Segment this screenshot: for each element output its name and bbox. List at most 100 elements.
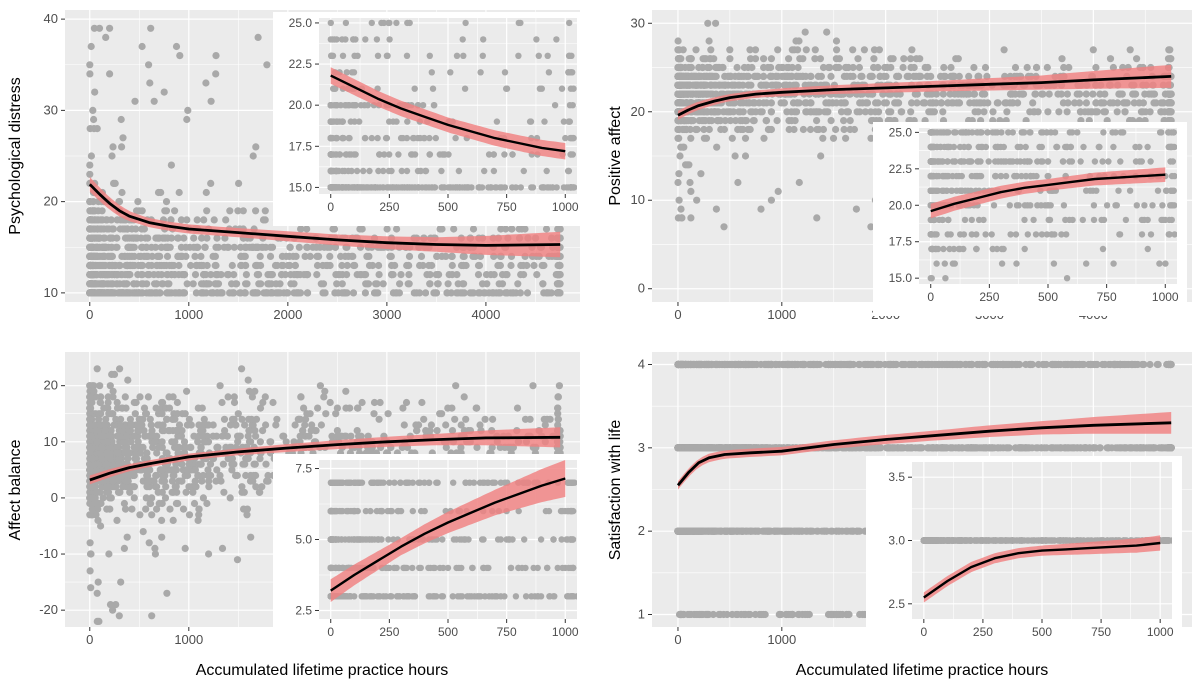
- posaff-main-point: [811, 55, 818, 62]
- affbal-main-point: [159, 438, 166, 445]
- posaff-main-point: [687, 91, 694, 98]
- posaff-main-point: [712, 64, 719, 71]
- psych-main-point: [183, 216, 190, 223]
- psych-main-point: [106, 235, 113, 242]
- psych-inset-point: [412, 184, 418, 190]
- posaff-inset-point: [1083, 260, 1089, 266]
- posaff-main-point: [774, 46, 781, 53]
- posaff-main-point: [734, 64, 741, 71]
- posaff-main-point: [857, 73, 864, 80]
- posaff-main-point: [689, 82, 696, 89]
- psych-inset-point: [447, 69, 453, 75]
- posaff-main-point: [833, 46, 840, 53]
- posaff-main-point: [813, 126, 820, 133]
- affbal-main-point: [117, 579, 124, 586]
- psych-inset-point: [328, 53, 334, 59]
- posaff-main-point: [714, 117, 721, 124]
- posaff-inset-point: [980, 217, 986, 223]
- posaff-main-point: [676, 197, 683, 204]
- panel-positive-affect: 010002000300040000102030Positive affect0…: [607, 10, 1192, 322]
- posaff-main-point: [768, 108, 775, 115]
- psych-main-point: [178, 253, 185, 260]
- psych-main-point: [508, 225, 515, 232]
- posaff-inset-point: [993, 144, 999, 150]
- posaff-inset-point: [1007, 202, 1013, 208]
- posaff-y-axis-title: Positive affect: [607, 106, 624, 206]
- posaff-main-point: [678, 214, 685, 221]
- psych-main-point: [106, 271, 113, 278]
- posaff-inset-point: [1027, 173, 1033, 179]
- posaff-main-point: [795, 73, 802, 80]
- psych-main-point: [449, 262, 456, 269]
- psych-main-point: [252, 207, 259, 214]
- posaff-inset-point: [1133, 158, 1139, 164]
- posaff-main-point: [785, 55, 792, 62]
- psych-main-point: [226, 207, 233, 214]
- psych-main-point: [303, 225, 310, 232]
- psych-main-point: [238, 262, 245, 269]
- posaff-inset-point: [989, 231, 995, 237]
- psych-inset-point: [429, 69, 435, 75]
- psych-main-xtick-label: 0: [86, 307, 93, 322]
- affbal-main-point: [342, 405, 349, 412]
- posaff-inset-point: [1156, 260, 1162, 266]
- posaff-main-point: [706, 73, 713, 80]
- posaff-main-point: [717, 126, 724, 133]
- psych-inset-point: [518, 184, 524, 190]
- psych-main-point: [86, 70, 93, 77]
- posaff-inset-point: [1120, 129, 1126, 135]
- psych-main-point: [496, 280, 503, 287]
- psych-main-point: [507, 262, 514, 269]
- affbal-main-point: [297, 416, 304, 423]
- psych-inset-point: [345, 102, 351, 108]
- posaff-main-point: [885, 108, 892, 115]
- psych-inset-point: [360, 168, 366, 174]
- psych-main-point: [126, 253, 133, 260]
- psych-main-point: [99, 280, 106, 287]
- psych-inset-point: [386, 168, 392, 174]
- psych-main-point: [151, 98, 158, 105]
- psych-inset-point: [404, 168, 410, 174]
- affbal-main-point: [245, 377, 252, 384]
- psych-main-point: [181, 271, 188, 278]
- psych-inset-point: [566, 53, 572, 59]
- posaff-inset-point: [1010, 129, 1016, 135]
- psych-inset-point: [462, 20, 468, 26]
- posaff-inset-point: [945, 129, 951, 135]
- psych-main-point: [90, 125, 97, 132]
- posaff-main-point: [951, 73, 958, 80]
- posaff-main-point: [940, 64, 947, 71]
- posaff-main-point: [1029, 99, 1036, 106]
- psych-inset-point: [477, 69, 483, 75]
- posaff-main-point: [746, 99, 753, 106]
- psych-main-point: [491, 271, 498, 278]
- psych-main-point: [397, 271, 404, 278]
- posaff-main-point: [1148, 91, 1155, 98]
- psych-main-point: [212, 262, 219, 269]
- psych-main-point: [479, 280, 486, 287]
- posaff-main-point: [686, 179, 693, 186]
- psych-main-point: [171, 207, 178, 214]
- posaff-main-point: [751, 117, 758, 124]
- posaff-inset-point: [973, 246, 979, 252]
- affbal-main-point: [376, 416, 383, 423]
- posaff-main-point: [792, 37, 799, 44]
- posaff-main-point: [1119, 91, 1126, 98]
- posaff-main-point: [794, 46, 801, 53]
- posaff-main-point: [944, 99, 951, 106]
- posaff-main-point: [1129, 91, 1136, 98]
- posaff-inset-point: [928, 129, 934, 135]
- affbal-main-point: [146, 539, 153, 546]
- psych-inset-point: [480, 53, 486, 59]
- psych-main-point: [102, 34, 109, 41]
- psych-main-point: [155, 253, 162, 260]
- affbal-main-point: [143, 449, 150, 456]
- psych-y-axis-title: Psychological distress: [7, 77, 24, 234]
- psych-main-point: [86, 262, 93, 269]
- posaff-inset-point: [1093, 188, 1099, 194]
- psych-inset-point: [552, 102, 558, 108]
- posaff-inset-point: [1003, 158, 1009, 164]
- psych-main-point: [329, 225, 336, 232]
- psych-main-point: [445, 280, 452, 287]
